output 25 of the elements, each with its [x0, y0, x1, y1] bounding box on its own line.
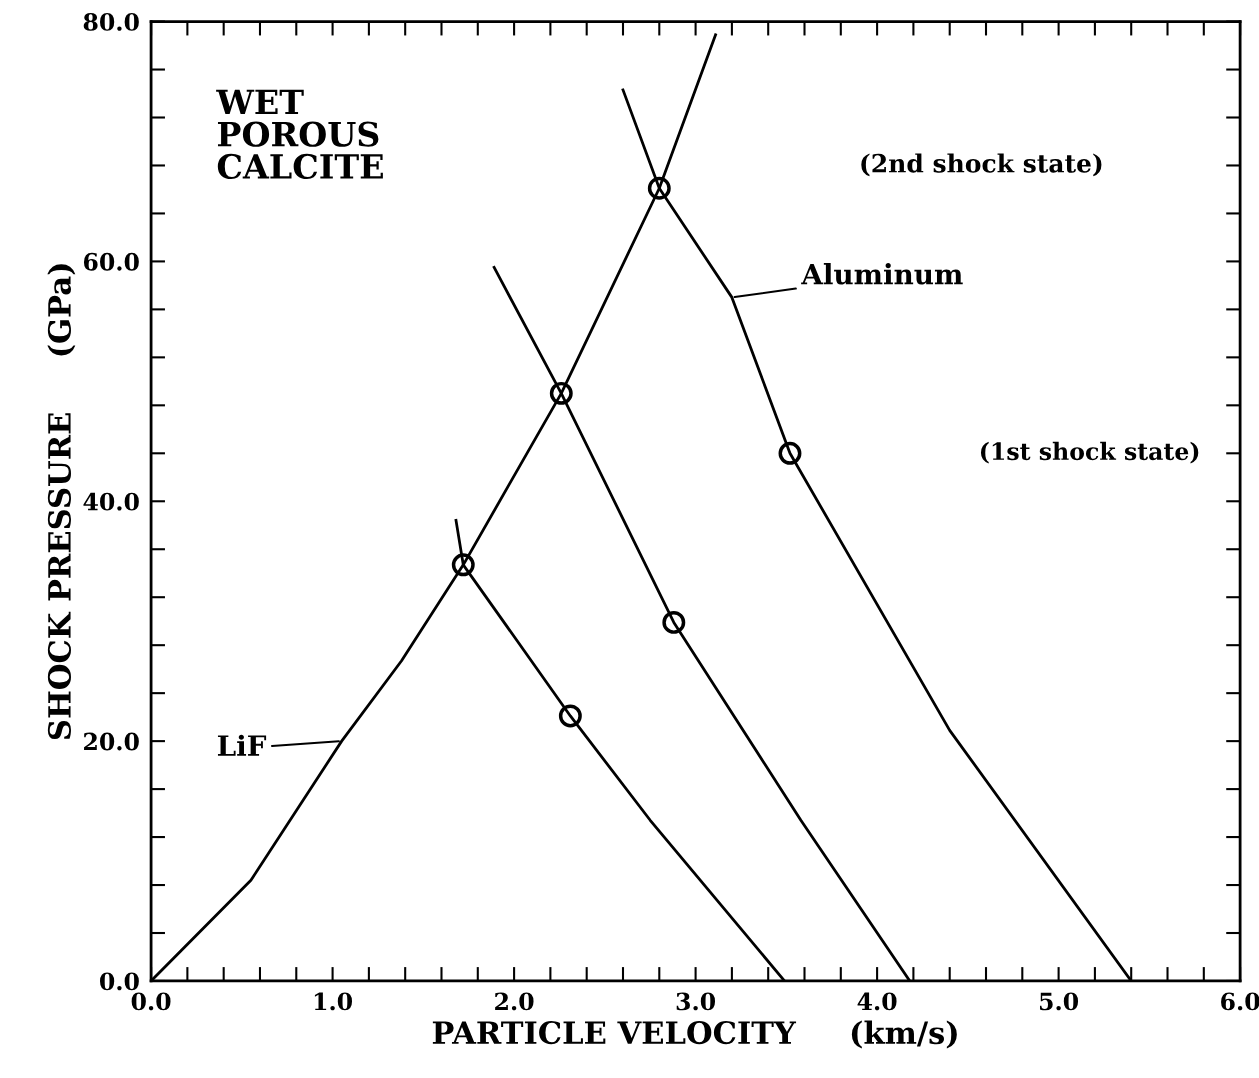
x-tick-label: 1.0	[314, 992, 353, 1011]
x-tick-label: 6.0	[1221, 992, 1259, 1011]
y-tick-label: 40.0	[83, 492, 139, 511]
x-tick-label: 2.0	[495, 992, 534, 1011]
annotation: WET POROUS CALCITE	[216, 89, 383, 180]
annotation: (2nd shock state)	[861, 153, 1102, 177]
x-tick-label: 0.0	[131, 992, 171, 1011]
x-tick-label: 5.0	[1040, 992, 1079, 1011]
x-tick-label: 3.0	[676, 992, 716, 1011]
annotation: (1st shock state)	[980, 441, 1199, 464]
y-tick-label: 20.0	[84, 732, 139, 751]
point	[549, 381, 573, 405]
point	[647, 176, 671, 200]
point	[558, 704, 582, 728]
x-axis-title: PARTICLE VELOCITY (km/s)	[432, 1020, 957, 1049]
annotation: LiF	[217, 734, 267, 756]
point	[451, 553, 475, 577]
y-tick-label: 0.0	[100, 972, 139, 991]
y-tick-label: 60.0	[83, 252, 139, 271]
point	[778, 441, 802, 465]
point	[662, 610, 686, 634]
annotation: Aluminum	[801, 263, 963, 285]
y-axis-title: SHOCK PRESSURE (GPa)	[47, 264, 76, 740]
x-tick-label: 4.0	[857, 992, 897, 1011]
y-tick-label: 80.0	[83, 13, 139, 31]
